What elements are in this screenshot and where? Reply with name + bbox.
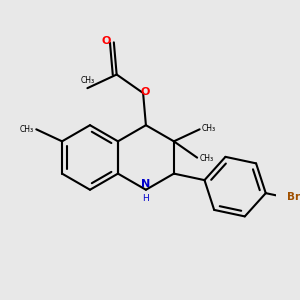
Text: N: N [141, 179, 150, 189]
Text: CH₃: CH₃ [80, 76, 94, 85]
Text: O: O [141, 86, 150, 97]
Text: CH₃: CH₃ [200, 154, 214, 163]
Text: CH₃: CH₃ [20, 125, 34, 134]
Text: O: O [102, 37, 111, 46]
Text: CH₃: CH₃ [202, 124, 216, 133]
Text: Br: Br [287, 192, 300, 203]
Text: H: H [142, 194, 149, 202]
